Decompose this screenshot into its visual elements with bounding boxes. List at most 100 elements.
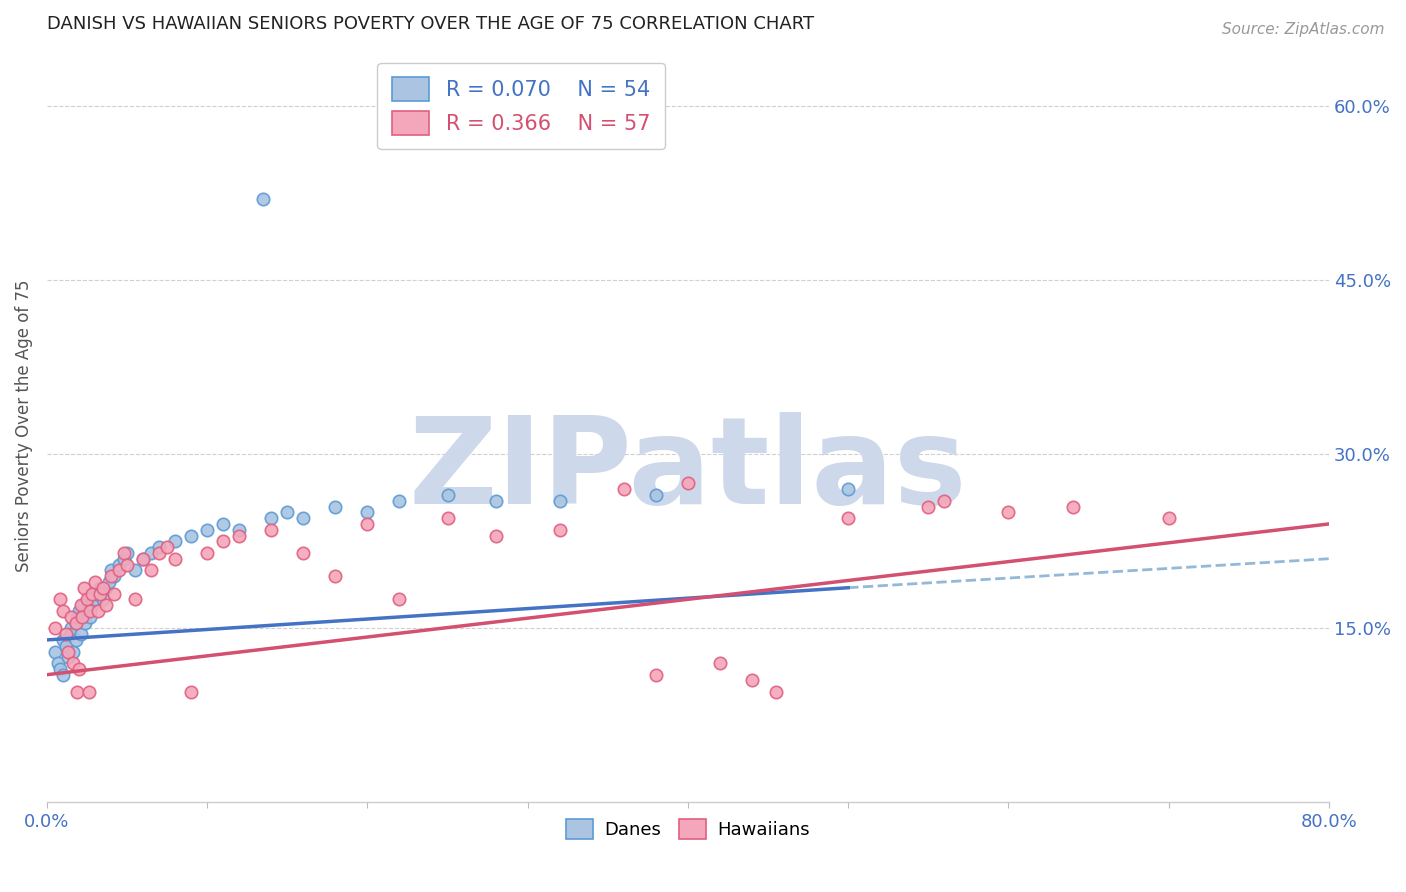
Point [52,667,75,681]
Point [1062,500,1084,514]
Point [837,511,859,525]
Point [44,644,66,658]
Point [62,644,84,658]
Point [62,656,84,670]
Point [80,598,103,612]
Point [252,192,274,206]
Text: DANISH VS HAWAIIAN SENIORS POVERTY OVER THE AGE OF 75 CORRELATION CHART: DANISH VS HAWAIIAN SENIORS POVERTY OVER … [46,15,814,33]
Point [84,592,107,607]
Point [837,482,859,496]
Point [65,632,87,647]
Point [388,493,411,508]
Point [79,604,101,618]
Point [75,615,97,630]
Point [115,546,138,560]
Point [96,598,118,612]
Point [89,581,111,595]
Point [156,540,179,554]
Point [73,598,96,612]
Point [644,488,666,502]
Point [212,534,235,549]
Point [292,511,315,525]
Point [195,523,218,537]
Point [1157,511,1180,525]
Point [87,604,110,618]
Point [934,493,956,508]
Point [115,558,138,572]
Point [997,505,1019,519]
Point [124,563,146,577]
Point [56,644,79,658]
Point [96,581,118,595]
Point [139,546,162,560]
Point [66,685,89,699]
Point [485,493,508,508]
Point [741,673,763,688]
Point [132,551,155,566]
Point [56,650,79,665]
Point [55,627,77,641]
Text: ZIPatlas: ZIPatlas [409,412,967,529]
Point [124,592,146,607]
Point [59,621,82,635]
Point [388,592,411,607]
Point [89,586,111,600]
Point [325,569,347,583]
Point [139,563,162,577]
Point [356,505,378,519]
Point [65,615,87,630]
Point [70,609,93,624]
Point [165,551,187,566]
Point [212,516,235,531]
Point [48,662,70,676]
Point [436,511,458,525]
Point [228,528,250,542]
Point [79,609,101,624]
Point [100,563,122,577]
Point [108,563,131,577]
Point [59,609,82,624]
Point [77,592,100,607]
Point [52,604,75,618]
Point [613,482,636,496]
Point [917,500,939,514]
Point [84,574,107,589]
Point [76,592,98,607]
Point [80,586,103,600]
Point [276,505,298,519]
Point [148,546,170,560]
Point [67,662,90,676]
Point [260,511,283,525]
Point [436,488,458,502]
Point [52,632,75,647]
Point [260,523,283,537]
Point [292,546,315,560]
Point [112,551,135,566]
Point [180,528,202,542]
Point [91,592,114,607]
Legend: Danes, Hawaiians: Danes, Hawaiians [560,812,817,846]
Text: Source: ZipAtlas.com: Source: ZipAtlas.com [1222,22,1385,37]
Point [676,476,699,491]
Point [325,500,347,514]
Point [100,569,122,583]
Point [103,569,125,583]
Point [228,523,250,537]
Point [46,656,69,670]
Point [644,667,666,681]
Y-axis label: Seniors Poverty Over the Age of 75: Seniors Poverty Over the Age of 75 [15,279,32,572]
Point [108,558,131,572]
Point [76,604,98,618]
Point [765,685,787,699]
Point [69,598,91,612]
Point [73,581,96,595]
Point [195,546,218,560]
Point [180,685,202,699]
Point [132,551,155,566]
Point [70,609,93,624]
Point [112,546,135,560]
Point [356,516,378,531]
Point [98,574,121,589]
Point [548,523,571,537]
Point [69,627,91,641]
